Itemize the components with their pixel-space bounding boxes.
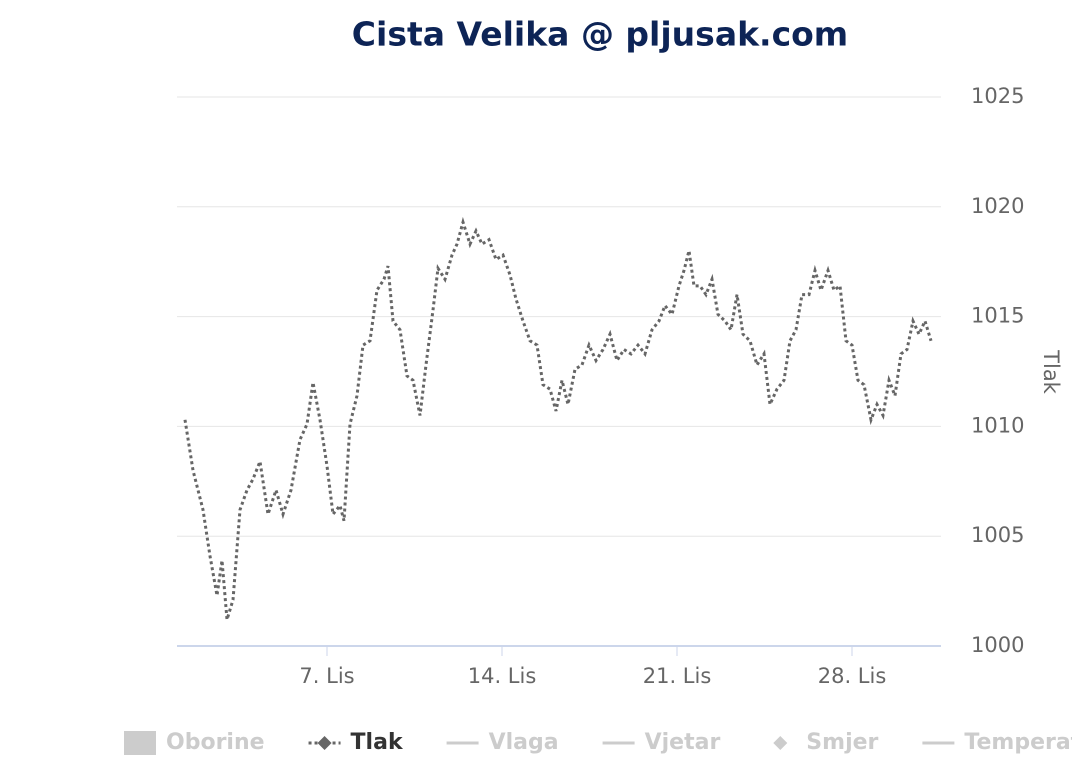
x-tick-label: 7. Lis xyxy=(299,664,354,688)
y-tick-label: 1015 xyxy=(971,304,1024,328)
y-axis-title: Tlak xyxy=(1039,349,1063,395)
y-tick-label: 1020 xyxy=(971,194,1024,218)
legend-symbol xyxy=(317,736,332,750)
pressure-line xyxy=(183,216,933,621)
chart-title: Cista Velika @ pljusak.com xyxy=(352,15,848,54)
y-tick-label: 1000 xyxy=(971,633,1024,657)
legend-symbol xyxy=(773,736,788,750)
legend-item[interactable]: Oborine xyxy=(166,730,265,755)
legend-item[interactable]: Temperatura xyxy=(964,730,1072,755)
x-tick-label: 21. Lis xyxy=(643,664,712,688)
legend-symbol xyxy=(124,731,156,755)
x-tick-label: 14. Lis xyxy=(468,664,537,688)
y-tick-label: 1005 xyxy=(971,523,1024,547)
y-tick-label: 1025 xyxy=(971,84,1024,108)
legend-item[interactable]: Vjetar xyxy=(645,730,721,755)
x-tick-label: 28. Lis xyxy=(818,664,887,688)
legend-item[interactable]: Tlak xyxy=(351,730,404,755)
legend-item[interactable]: Smjer xyxy=(806,730,878,755)
legend-item[interactable]: Vlaga xyxy=(489,730,559,755)
y-tick-label: 1010 xyxy=(971,413,1024,437)
